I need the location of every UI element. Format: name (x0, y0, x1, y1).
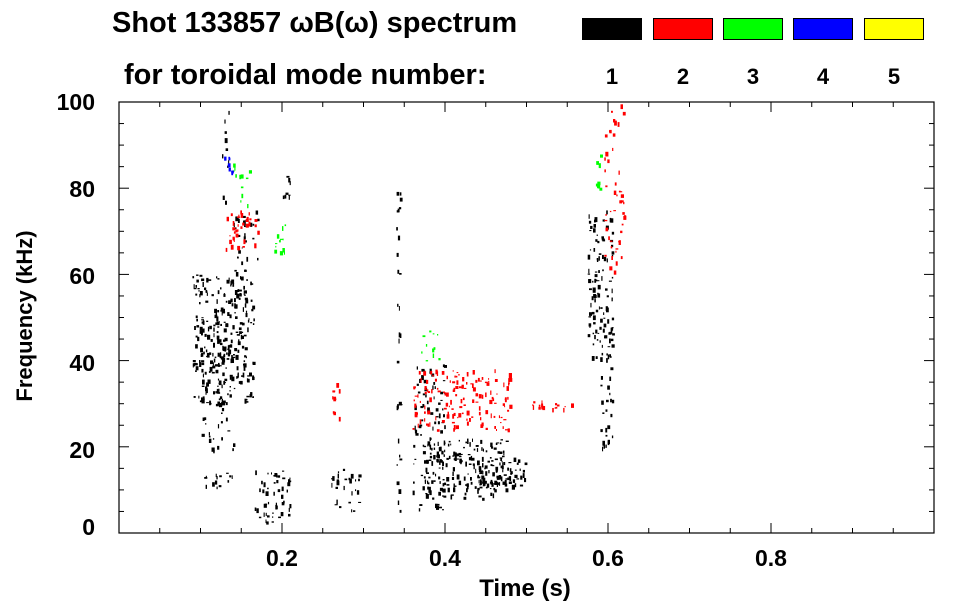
y-tick-label-40: 40 (69, 350, 95, 376)
mode-1-region-8 (422, 438, 512, 501)
legend-swatch-mode-4 (793, 18, 853, 40)
mode-2-region-13 (225, 210, 260, 252)
mode-1-region-7 (396, 191, 403, 513)
x-tick-label-0.6: 0.6 (592, 545, 624, 571)
mode-1-region-11 (587, 210, 615, 362)
mode-3-region-21 (595, 154, 603, 191)
y-tick-label-100: 100 (56, 89, 95, 115)
mode-1-region-1 (201, 339, 236, 490)
axis-ticks (119, 102, 934, 533)
legend-swatch-mode-1 (582, 18, 642, 40)
y-tick-label-0: 0 (82, 514, 95, 540)
legend-mode-label-5: 5 (887, 64, 901, 89)
mode-1-region-4 (254, 470, 292, 525)
legend-swatch-mode-2 (653, 18, 713, 40)
x-axis-label: Time (s) (479, 575, 571, 602)
mode-1-region-12 (600, 344, 615, 452)
y-axis-label: Frequency (kHz) (12, 230, 37, 402)
legend-mode-label-3: 3 (746, 64, 760, 89)
mode-2-region-14 (412, 369, 513, 433)
legend-mode-label-1: 1 (605, 64, 619, 89)
spectrogram-data (192, 104, 627, 525)
mode-1-region-5 (282, 175, 291, 200)
mode-2-region-15 (532, 400, 574, 413)
mode-3-region-20 (421, 330, 441, 362)
legend-swatch-mode-3 (723, 18, 783, 40)
chart-title: Shot 133857 ωB(ω) spectrum (112, 7, 518, 39)
mode-1-region-9 (412, 364, 447, 512)
y-tick-label-80: 80 (69, 176, 95, 202)
x-tick-label-0.8: 0.8 (755, 545, 787, 571)
legend-mode-label-2: 2 (676, 64, 690, 89)
mode-1-region-6 (331, 468, 362, 513)
mode-2-region-17 (604, 104, 627, 275)
legend-mode-label-4: 4 (816, 64, 830, 89)
mode-1-region-0 (192, 274, 256, 408)
mode-1-region-10 (470, 457, 528, 491)
x-tick-label-0.4: 0.4 (429, 545, 461, 571)
mode-3-region-19 (274, 224, 287, 256)
chart-subtitle: for toroidal mode number: (124, 59, 487, 91)
plot-frame (118, 101, 935, 534)
y-tick-label-60: 60 (69, 263, 95, 289)
legend-swatch-mode-5 (864, 18, 924, 40)
y-tick-label-20: 20 (69, 437, 95, 463)
x-tick-label-0.2: 0.2 (266, 545, 298, 571)
mode-2-region-16 (332, 383, 341, 422)
mode-4-region-22 (224, 156, 234, 176)
mode-3-region-18 (233, 163, 252, 209)
